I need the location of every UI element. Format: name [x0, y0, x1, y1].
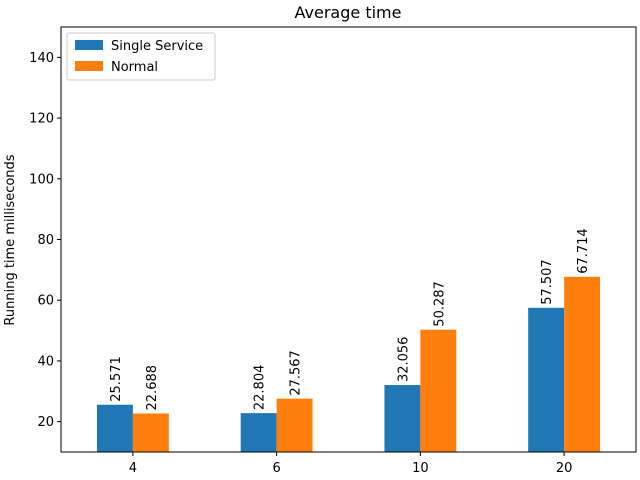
y-tick-label: 100 — [29, 172, 54, 187]
bar-value-label: 25.571 — [109, 356, 124, 402]
bar — [528, 307, 565, 452]
plot-area-frame — [60, 26, 637, 453]
bar — [132, 413, 169, 452]
y-tick-label: 140 — [29, 51, 54, 66]
bar-value-label: 67.714 — [576, 228, 591, 274]
bar-value-label: 22.688 — [145, 365, 160, 411]
bar — [276, 398, 313, 452]
bar-labels-group: 25.571 22.688 22.804 27.567 32.056 50.287 57.5… — [109, 228, 591, 410]
y-tick-label: 20 — [37, 415, 54, 430]
legend-entry-label: Normal — [111, 60, 158, 75]
y-tick-label: 80 — [37, 233, 54, 248]
y-tick-label: 120 — [29, 112, 54, 127]
x-tick-label: 4 — [129, 461, 137, 476]
x-tick-label: 10 — [412, 461, 429, 476]
x-axis-ticks: 4 6 10 20 — [129, 452, 573, 476]
bar-value-label: 32.056 — [396, 337, 411, 383]
x-tick-label: 20 — [556, 461, 573, 476]
bar — [96, 404, 133, 452]
y-tick-label: 60 — [37, 294, 54, 309]
y-axis-label: Running time milliseconds — [3, 154, 18, 325]
y-tick-label: 40 — [37, 354, 54, 369]
bar — [240, 413, 277, 452]
legend-box — [66, 32, 216, 81]
x-tick-label: 6 — [272, 461, 280, 476]
legend-swatch — [75, 40, 103, 50]
bar — [564, 276, 601, 452]
legend: Single Service Normal — [66, 32, 216, 81]
legend-swatch — [75, 61, 103, 71]
bar — [420, 329, 457, 452]
y-axis-ticks: 20 40 60 80 100 120 140 — [29, 51, 61, 430]
bar — [384, 385, 421, 452]
legend-entry-label: Single Service — [111, 39, 203, 54]
bars-group — [96, 276, 601, 452]
bar-value-label: 57.507 — [540, 259, 555, 305]
bar-value-label: 22.804 — [253, 365, 268, 411]
chart-title: Average time — [295, 3, 402, 22]
bar-value-label: 27.567 — [289, 350, 304, 396]
bar-value-label: 50.287 — [432, 281, 447, 327]
